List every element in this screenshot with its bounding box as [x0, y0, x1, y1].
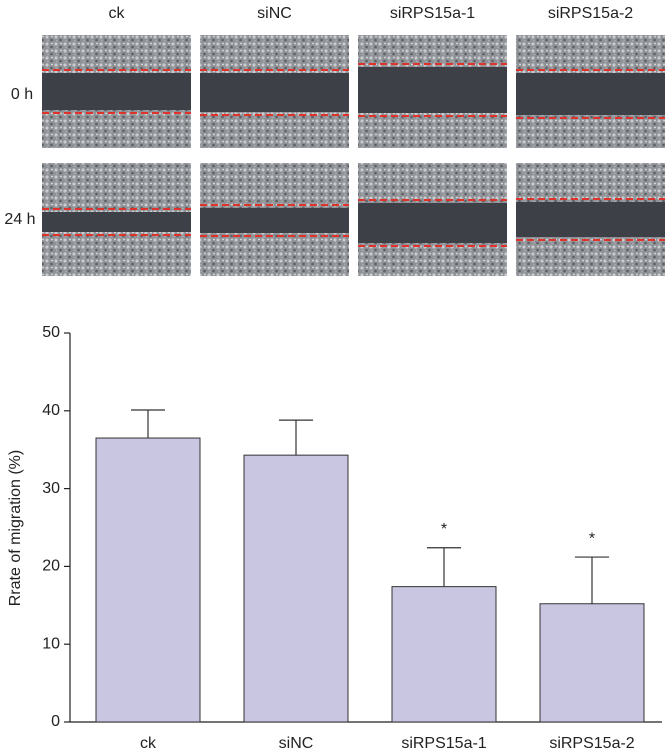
column-label: siRPS15a-2 [548, 5, 633, 22]
x-tick-label: ck [140, 735, 157, 752]
y-tick-label: 50 [42, 324, 60, 341]
bar [391, 586, 497, 723]
bar [539, 603, 645, 723]
y-tick-label: 0 [51, 713, 60, 730]
scratch-gap [516, 73, 665, 115]
column-label: siNC [257, 5, 292, 22]
bar [95, 437, 201, 723]
column-label: siRPS15a-1 [390, 5, 475, 22]
x-tick-label: siRPS15a-2 [549, 735, 634, 752]
y-tick-label: 30 [42, 480, 60, 497]
bar [243, 454, 349, 723]
row-label: 0 h [11, 86, 33, 103]
x-tick-label: siNC [279, 735, 314, 752]
scratch-gap [200, 73, 349, 112]
y-axis-label: Rrate of migration (%) [7, 450, 24, 607]
scratch-gap [358, 67, 507, 113]
y-tick-label: 10 [42, 635, 60, 652]
y-tick-label: 40 [42, 402, 60, 419]
scratch-gap [42, 73, 191, 110]
scratch-gap [200, 208, 349, 233]
row-label: 24 h [4, 211, 35, 228]
x-tick-label: siRPS15a-1 [401, 735, 486, 752]
column-label: ck [109, 5, 126, 22]
y-tick-label: 20 [42, 558, 60, 575]
micrographs [42, 35, 665, 276]
significance-mark: * [441, 521, 447, 538]
scratch-gap [42, 212, 191, 232]
scratch-gap [516, 202, 665, 237]
significance-mark: * [589, 530, 595, 547]
scratch-gap [358, 203, 507, 243]
